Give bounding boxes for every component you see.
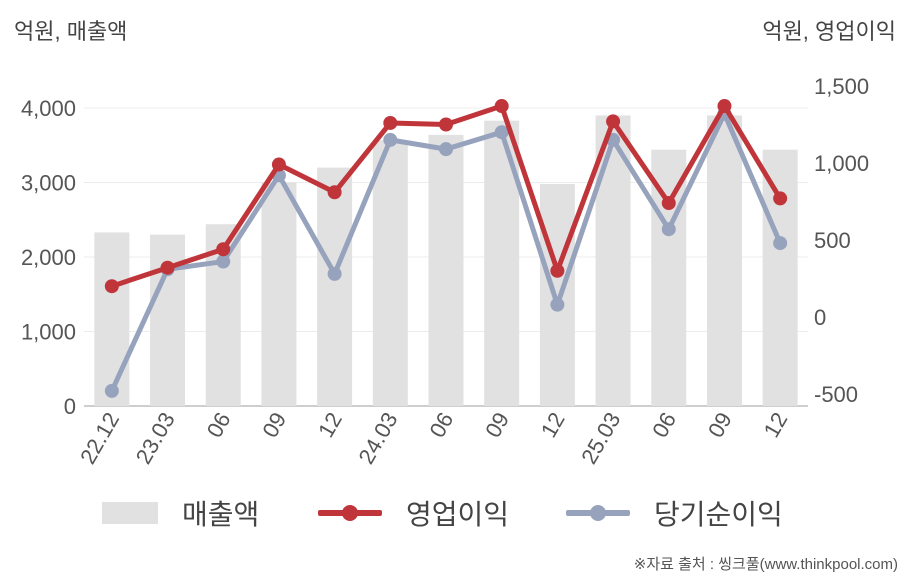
x-tick-label: 24.03 (353, 408, 402, 468)
point-net-income-12 (773, 236, 788, 251)
point-net-income-4 (327, 266, 342, 281)
bar-revenue-11 (706, 115, 742, 406)
point-operating-profit-5 (383, 115, 398, 130)
x-tick-label: 09 (703, 408, 737, 442)
left-axis-unit: 억원, 매출액 (14, 19, 128, 44)
point-operating-profit-4 (327, 185, 342, 200)
bar-series (94, 115, 798, 406)
right-axis-unit: 억원, 영업이익 (762, 19, 896, 44)
left-tick-label: 3,000 (21, 171, 76, 196)
x-tick-label: 06 (202, 408, 236, 442)
point-operating-profit-6 (439, 117, 453, 132)
point-net-income-10 (661, 222, 676, 237)
point-net-income-7 (494, 125, 509, 140)
bar-revenue-5 (372, 140, 408, 406)
x-tick-label: 22.12 (75, 408, 124, 468)
right-tick-label: 1,000 (814, 151, 869, 176)
point-net-income-8 (550, 297, 565, 312)
left-tick-label: 4,000 (21, 96, 76, 121)
x-axis: 22.12 23.03 06 09 12 24.03 06 09 12 25.03 06 09 12 (75, 408, 792, 468)
left-tick-label: 2,000 (21, 245, 76, 270)
right-tick-label: -500 (814, 382, 858, 407)
source-note: ※자료 출처 : 씽크풀(www.thinkpool.com) (633, 556, 898, 573)
bar-revenue-4 (317, 167, 353, 406)
legend-swatch-operating-profit (318, 502, 382, 524)
line-series (104, 99, 788, 398)
x-tick-label: 06 (647, 408, 681, 442)
legend-item-operating-profit: 영업이익 (318, 493, 509, 533)
bar-revenue-8 (539, 183, 575, 406)
point-operating-profit-12 (773, 191, 788, 206)
point-operating-profit-7 (494, 99, 509, 114)
legend-label-net-income: 당기순이익 (654, 499, 783, 530)
right-tick-label: 0 (814, 305, 826, 330)
point-operating-profit-0 (104, 279, 119, 294)
right-axis: -500 0 500 1,000 1,500 (814, 74, 869, 407)
point-net-income-0 (104, 383, 119, 398)
left-tick-label: 1,000 (21, 320, 76, 345)
right-tick-label: 500 (814, 228, 851, 253)
legend-label-operating-profit: 영업이익 (406, 499, 510, 530)
point-net-income-6 (439, 142, 453, 157)
right-tick-label: 1,500 (814, 74, 869, 99)
bar-revenue-3 (261, 182, 297, 406)
left-tick-label: 0 (64, 394, 76, 419)
point-operating-profit-1 (160, 260, 175, 275)
point-net-income-5 (383, 132, 398, 147)
x-tick-label: 09 (257, 408, 291, 442)
point-operating-profit-2 (216, 242, 231, 257)
legend-label-revenue: 매출액 (182, 499, 260, 530)
point-operating-profit-3 (271, 157, 286, 172)
point-net-income-2 (216, 254, 231, 269)
bar-revenue-12 (762, 149, 798, 406)
bar-revenue-10 (651, 149, 687, 406)
legend-item-net-income: 당기순이익 (566, 493, 783, 533)
point-operating-profit-10 (661, 196, 676, 211)
legend: 매출액 영업이익 당기순이익 (0, 493, 908, 533)
bar-revenue-0 (94, 232, 130, 406)
chart-area: 0 1,000 2,000 3,000 4,000 -500 0 500 1,000 1,500… (21, 74, 869, 468)
point-operating-profit-8 (550, 263, 565, 278)
point-operating-profit-9 (606, 114, 621, 129)
x-tick-label: 25.03 (576, 408, 625, 468)
legend-swatch-revenue (102, 502, 158, 524)
legend-item-revenue: 매출액 (102, 493, 259, 533)
bar-revenue-9 (595, 115, 631, 406)
point-operating-profit-11 (717, 99, 732, 114)
bar-revenue-1 (150, 234, 186, 406)
x-tick-label: 06 (424, 408, 458, 442)
bar-revenue-6 (428, 134, 464, 406)
x-tick-label: 09 (480, 408, 514, 442)
x-tick-label: 12 (536, 408, 570, 442)
legend-swatch-net-income (566, 502, 630, 524)
x-tick-label: 12 (759, 408, 793, 442)
left-axis: 0 1,000 2,000 3,000 4,000 (21, 96, 76, 419)
x-tick-label: 12 (313, 408, 347, 442)
x-tick-label: 23.03 (131, 408, 180, 468)
